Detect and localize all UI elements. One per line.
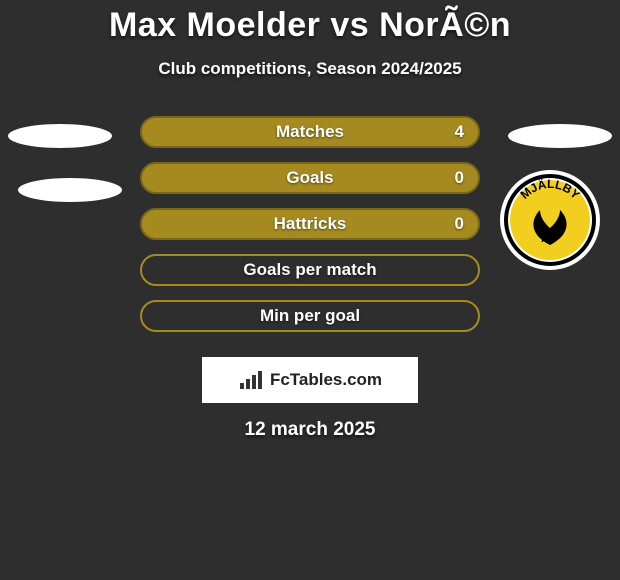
stat-bar: Min per goal [140,300,480,332]
footer-date: 12 march 2025 [0,419,620,441]
stat-label: Matches [276,122,344,142]
left-badge-ellipse-1 [8,124,112,148]
brand-text: FcTables.com [270,370,382,390]
stat-value: 0 [455,168,464,188]
stat-bar: Goals 0 [140,162,480,194]
stat-bar: Goals per match [140,254,480,286]
stat-label: Goals [286,168,333,188]
club-crest: MJÄLLBY AIF [500,170,600,270]
stat-label: Hattricks [274,214,347,234]
stat-label: Goals per match [243,260,376,280]
comparison-card: Max Moelder vs NorÃ©n Club competitions,… [0,0,620,580]
crest-svg: MJÄLLBY AIF [500,170,600,270]
stat-row: Min per goal [0,293,620,339]
stat-value: 4 [455,122,464,142]
page-title: Max Moelder vs NorÃ©n [0,0,620,45]
right-badge-ellipse [508,124,612,148]
stat-bar: Matches 4 [140,116,480,148]
stat-value: 0 [455,214,464,234]
subtitle: Club competitions, Season 2024/2025 [0,59,620,79]
brand-bars-icon [238,369,264,391]
stat-label: Min per goal [260,306,360,326]
crest-text-bottom: AIF [541,233,559,245]
stat-bar: Hattricks 0 [140,208,480,240]
left-badge-ellipse-2 [18,178,122,202]
brand-badge: FcTables.com [202,357,418,403]
